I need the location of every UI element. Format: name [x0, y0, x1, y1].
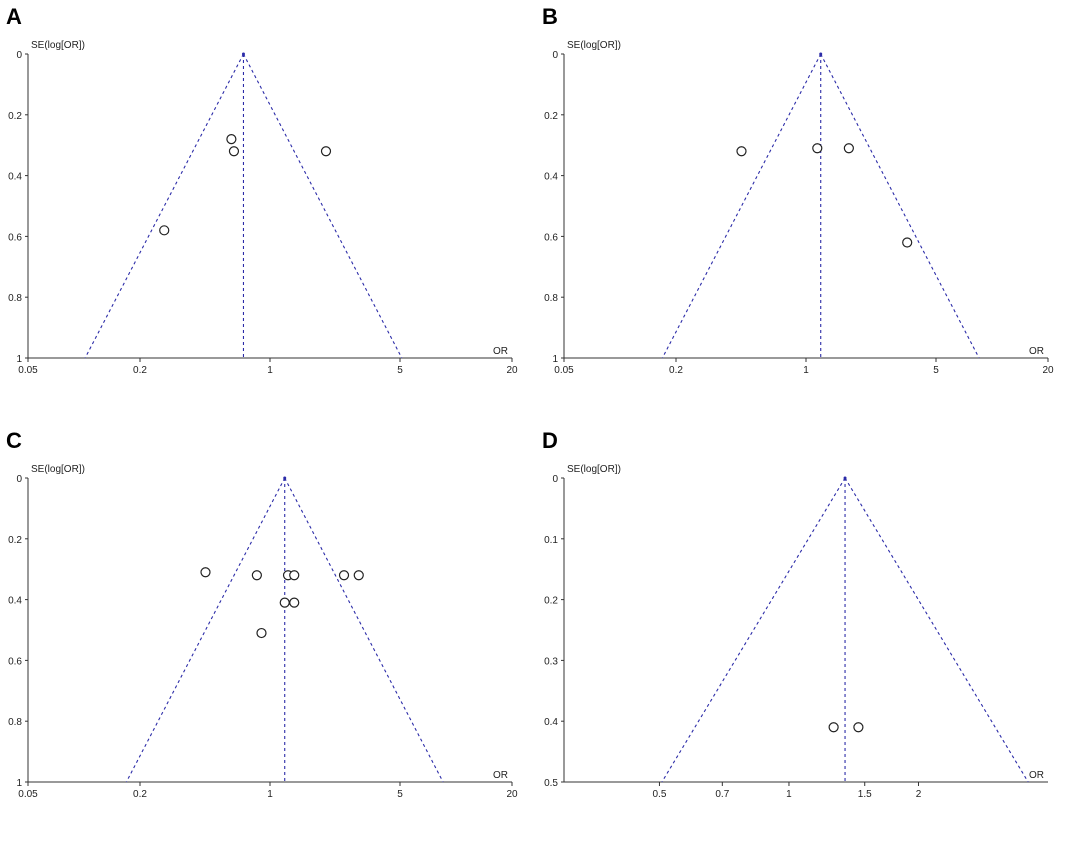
panel-a: A 0 0.2 0.4 0.6 0.8 1 0.05 0.2 1 5 20 SE(log[OR]) OR: [0, 0, 536, 424]
y-tick-label: 0.4: [544, 717, 558, 728]
study-point: [200, 567, 211, 578]
y-tick-label: 0.2: [544, 111, 558, 122]
y-tick-label: 0.4: [544, 172, 558, 183]
study-point: [289, 570, 300, 581]
study-point: [320, 146, 332, 157]
y-tick-label: 0.2: [8, 535, 22, 546]
funnel-right-limit: [284, 477, 444, 783]
y-tick-label: 0.8: [544, 293, 558, 304]
x-tick-label: 0.2: [133, 789, 147, 800]
study-point: [828, 722, 839, 733]
funnel-right-limit: [844, 477, 1029, 783]
x-tick-label: 20: [506, 365, 518, 376]
y-tick-label: 0.3: [544, 656, 558, 667]
x-tick-label: 1.5: [858, 789, 872, 800]
y-tick-label: 0.2: [8, 111, 22, 122]
x-tick-label: 1: [267, 365, 273, 376]
x-tick-label: 0.5: [652, 789, 666, 800]
y-tick-label: 1: [16, 778, 22, 789]
y-tick-label: 0.4: [8, 596, 22, 607]
y-tick-label: 0.1: [544, 535, 558, 546]
y-tick-label: 0: [552, 50, 558, 61]
funnel-plot-d: 0 0.1 0.2 0.3 0.4 0.5 0.5 0.7 1 1.5 2 SE(log[OR]) OR: [544, 464, 1048, 800]
y-tick-label: 0.6: [8, 232, 22, 243]
y-axis-label: SE(log[OR]): [31, 40, 85, 51]
study-point: [226, 134, 237, 145]
x-tick-label: 0.2: [133, 365, 147, 376]
y-tick-label: 0.5: [544, 778, 558, 789]
x-tick-label: 20: [506, 789, 518, 800]
y-tick-label: 0.4: [8, 172, 22, 183]
x-tick-label: 5: [397, 789, 403, 800]
y-tick-label: 0: [552, 474, 558, 485]
y-tick-label: 0.6: [544, 232, 558, 243]
y-tick-label: 0.8: [8, 717, 22, 728]
x-axis-label: OR: [493, 346, 508, 357]
y-tick-label: 1: [16, 354, 22, 365]
x-tick-label: 1: [786, 789, 792, 800]
funnel-left-limit: [84, 53, 244, 359]
x-tick-label: 0.2: [669, 365, 683, 376]
panel-d: D 0 0.1 0.2 0.3 0.4 0.5 0.5 0.7 1 1.5 2 SE(log[OR])…: [536, 424, 1072, 848]
x-tick-label: 0.05: [18, 365, 38, 376]
panel-letter: C: [6, 428, 22, 453]
x-axis-label: OR: [493, 770, 508, 781]
study-point: [251, 570, 262, 581]
x-tick-label: 20: [1042, 365, 1054, 376]
x-tick-label: 5: [397, 365, 403, 376]
y-tick-label: 0.8: [8, 293, 22, 304]
x-tick-label: 2: [916, 789, 922, 800]
study-point: [289, 597, 300, 608]
panel-letter: D: [542, 428, 558, 453]
study-point: [812, 143, 823, 154]
panel-b: B 0 0.2 0.4 0.6 0.8 1 0.05 0.2 1 5 20 SE(log[OR]) OR: [536, 0, 1072, 424]
study-point: [736, 146, 747, 157]
study-point: [843, 143, 854, 154]
study-point: [353, 570, 364, 581]
y-axis-label: SE(log[OR]): [567, 40, 621, 51]
x-tick-label: 0.05: [18, 789, 38, 800]
panel-c: C 0 0.2 0.4 0.6 0.8 1 0.05 0.2 1 5 20 SE(log[OR]) OR: [0, 424, 536, 848]
y-tick-label: 0.6: [8, 656, 22, 667]
funnel-left-limit: [661, 477, 846, 783]
x-tick-label: 5: [933, 365, 939, 376]
y-axis-label: SE(log[OR]): [31, 464, 85, 475]
study-point: [159, 225, 170, 236]
study-point: [853, 722, 864, 733]
study-point: [279, 597, 290, 608]
x-tick-label: 0.7: [715, 789, 729, 800]
study-point: [338, 570, 350, 581]
study-point: [902, 237, 913, 248]
funnel-apex: [819, 52, 823, 56]
x-tick-label: 1: [803, 365, 809, 376]
y-tick-label: 0: [16, 50, 22, 61]
study-point: [256, 627, 267, 639]
y-axis-label: SE(log[OR]): [567, 464, 621, 475]
study-point: [228, 146, 240, 157]
x-tick-label: 1: [267, 789, 273, 800]
panel-letter: B: [542, 4, 558, 29]
funnel-apex: [283, 476, 287, 480]
x-axis-label: OR: [1029, 770, 1044, 781]
funnel-right-limit: [242, 53, 403, 359]
x-tick-label: 0.05: [554, 365, 574, 376]
panel-letter: A: [6, 4, 22, 29]
y-tick-label: 0: [16, 474, 22, 485]
funnel-right-limit: [820, 53, 980, 359]
y-tick-label: 1: [552, 354, 558, 365]
y-tick-label: 0.2: [544, 596, 558, 607]
funnel-left-limit: [661, 53, 822, 359]
funnel-apex: [843, 476, 847, 480]
funnel-apex: [241, 52, 245, 56]
x-axis-label: OR: [1029, 346, 1044, 357]
